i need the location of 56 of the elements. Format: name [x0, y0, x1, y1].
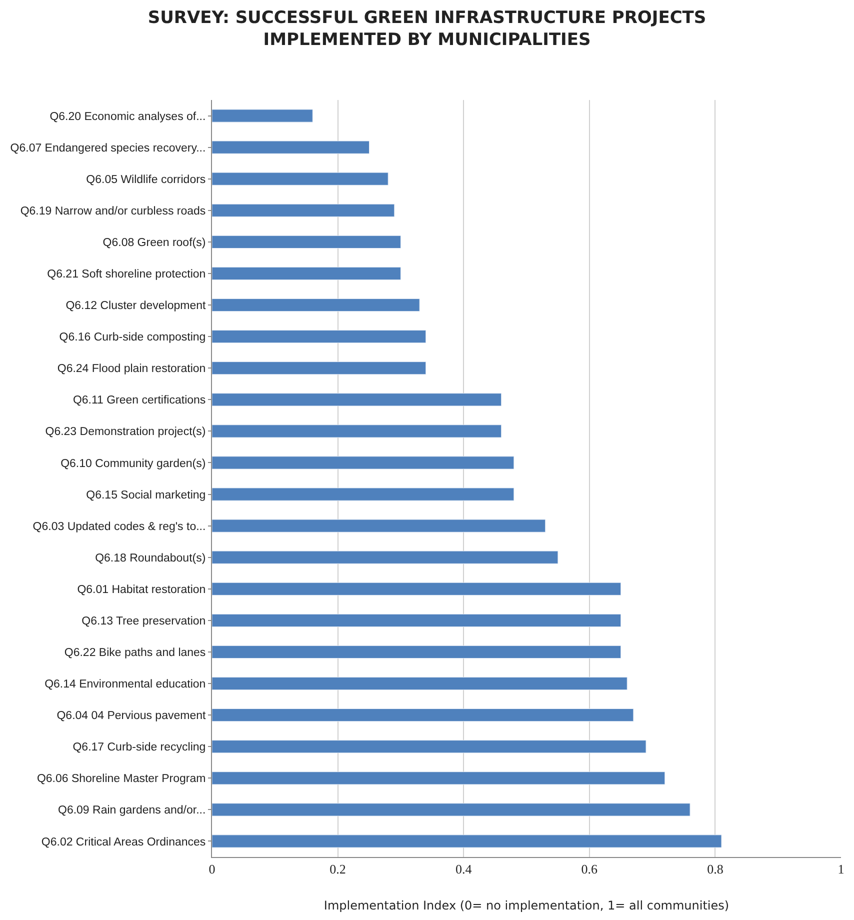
y-tick-label: Q6.08 Green roof(s) — [102, 236, 206, 249]
chart-title: SURVEY: SUCCESSFUL GREEN INFRASTRUCTURE PROJECTS IMPLEMENTED BY MUNICIPALITIES — [148, 8, 706, 50]
y-tick-label: Q6.16 Curb-side composting — [59, 332, 206, 344]
y-tick-label: Q6.03 Updated codes & reg's to... — [32, 520, 206, 533]
bar — [212, 424, 502, 438]
y-tick-label: Q6.05 Wildlife corridors — [86, 174, 206, 186]
bar — [212, 550, 558, 564]
x-tick-label: 0.2 — [330, 862, 346, 877]
bar — [212, 172, 388, 186]
bar — [212, 645, 622, 659]
y-tick-label: Q6.01 Habitat restoration — [77, 584, 206, 596]
bar — [212, 519, 546, 532]
bar — [212, 803, 690, 816]
bar — [212, 488, 514, 501]
bar — [212, 204, 395, 217]
bar — [212, 298, 420, 312]
bar — [212, 740, 646, 754]
bar — [212, 834, 722, 848]
bar — [212, 235, 401, 248]
x-axis-title: Implementation Index (0= no implementation, 1= all communities) — [324, 898, 730, 912]
y-tick-label: Q6.15 Social marketing — [86, 489, 206, 502]
y-tick-label: Q6.22 Bike paths and lanes — [64, 647, 206, 660]
bar — [212, 676, 628, 690]
bar — [212, 456, 514, 470]
y-tick-label: Q6.17 Curb-side recycling — [72, 742, 206, 754]
x-tick-label: 0.4 — [455, 862, 472, 877]
y-tick-label: Q6.13 Tree preservation — [82, 615, 206, 628]
y-tick-label: Q6.11 Green certifications — [72, 394, 206, 407]
bar — [212, 614, 622, 627]
bar — [212, 708, 634, 722]
x-tick-label: 0.6 — [581, 862, 598, 877]
y-tick-label: Q6.12 Cluster development — [66, 300, 206, 312]
y-tick-label: Q6.21 Soft shoreline protection — [47, 268, 206, 281]
bar — [212, 362, 426, 375]
bar — [212, 109, 313, 122]
bar — [212, 772, 666, 785]
y-tick-label: Q6.14 Environmental education — [44, 678, 206, 691]
y-tick-label: Q6.24 Flood plain restoration — [57, 363, 206, 376]
x-tick-label: 0.8 — [707, 862, 724, 877]
bar — [212, 393, 502, 406]
y-tick-label: Q6.07 Endangered species recovery... — [10, 142, 206, 154]
bar — [212, 140, 370, 154]
y-tick-label: Q6.10 Community garden(s) — [60, 458, 206, 470]
y-tick-label: Q6.20 Economic analyses of... — [50, 110, 206, 123]
y-tick-label: Q6.06 Shoreline Master Program — [36, 773, 206, 786]
bar — [212, 582, 622, 596]
y-tick-label: Q6.18 Roundabout(s) — [95, 552, 206, 564]
y-tick-label: Q6.23 Demonstration project(s) — [45, 426, 206, 438]
bar — [212, 330, 426, 344]
y-tick-label: Q6.09 Rain gardens and/or... — [58, 804, 206, 817]
y-tick-label: Q6.02 Critical Areas Ordinances — [41, 836, 206, 848]
x-tick-label: 1 — [838, 862, 844, 877]
x-tick-label: 0 — [208, 862, 216, 877]
y-tick-label: Q6.04 04 Pervious pavement — [56, 710, 206, 722]
bar — [212, 266, 401, 280]
y-tick-label: Q6.19 Narrow and/or curbless roads — [20, 205, 206, 218]
